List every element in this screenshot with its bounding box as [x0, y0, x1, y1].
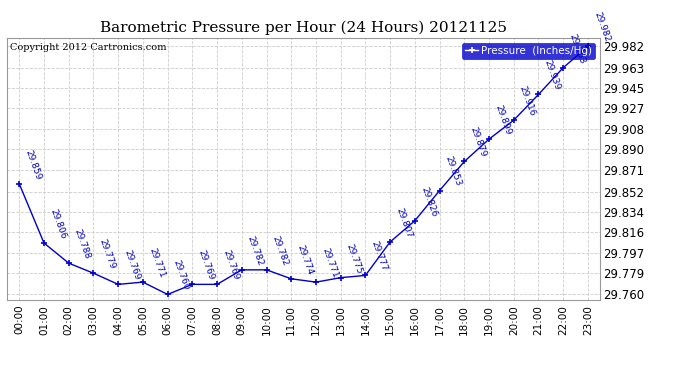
- Text: 29.853: 29.853: [444, 155, 463, 188]
- Text: 29.807: 29.807: [394, 207, 413, 239]
- Text: 29.769: 29.769: [122, 249, 141, 282]
- Text: 29.782: 29.782: [270, 234, 290, 267]
- Text: 29.771: 29.771: [147, 247, 166, 279]
- Legend: Pressure  (Inches/Hg): Pressure (Inches/Hg): [462, 43, 595, 59]
- Text: 29.916: 29.916: [518, 85, 537, 117]
- Text: Copyright 2012 Cartronics.com: Copyright 2012 Cartronics.com: [10, 43, 166, 52]
- Text: 29.806: 29.806: [48, 208, 68, 240]
- Text: 29.899: 29.899: [493, 104, 513, 136]
- Text: 29.982: 29.982: [592, 11, 611, 44]
- Text: 29.788: 29.788: [73, 228, 92, 260]
- Text: 29.771: 29.771: [320, 247, 339, 279]
- Text: 29.775: 29.775: [345, 242, 364, 275]
- Text: 29.779: 29.779: [97, 238, 117, 270]
- Text: 29.859: 29.859: [23, 148, 43, 181]
- Text: 29.826: 29.826: [419, 185, 438, 218]
- Text: 29.769: 29.769: [221, 249, 240, 282]
- Text: 29.760: 29.760: [172, 259, 191, 292]
- Title: Barometric Pressure per Hour (24 Hours) 20121125: Barometric Pressure per Hour (24 Hours) …: [100, 21, 507, 35]
- Text: 29.939: 29.939: [542, 59, 562, 92]
- Text: 29.777: 29.777: [370, 240, 388, 273]
- Text: 29.782: 29.782: [246, 234, 265, 267]
- Text: 29.774: 29.774: [295, 243, 315, 276]
- Text: 29.879: 29.879: [469, 126, 488, 159]
- Text: 29.963: 29.963: [567, 32, 586, 65]
- Text: 29.769: 29.769: [197, 249, 216, 282]
